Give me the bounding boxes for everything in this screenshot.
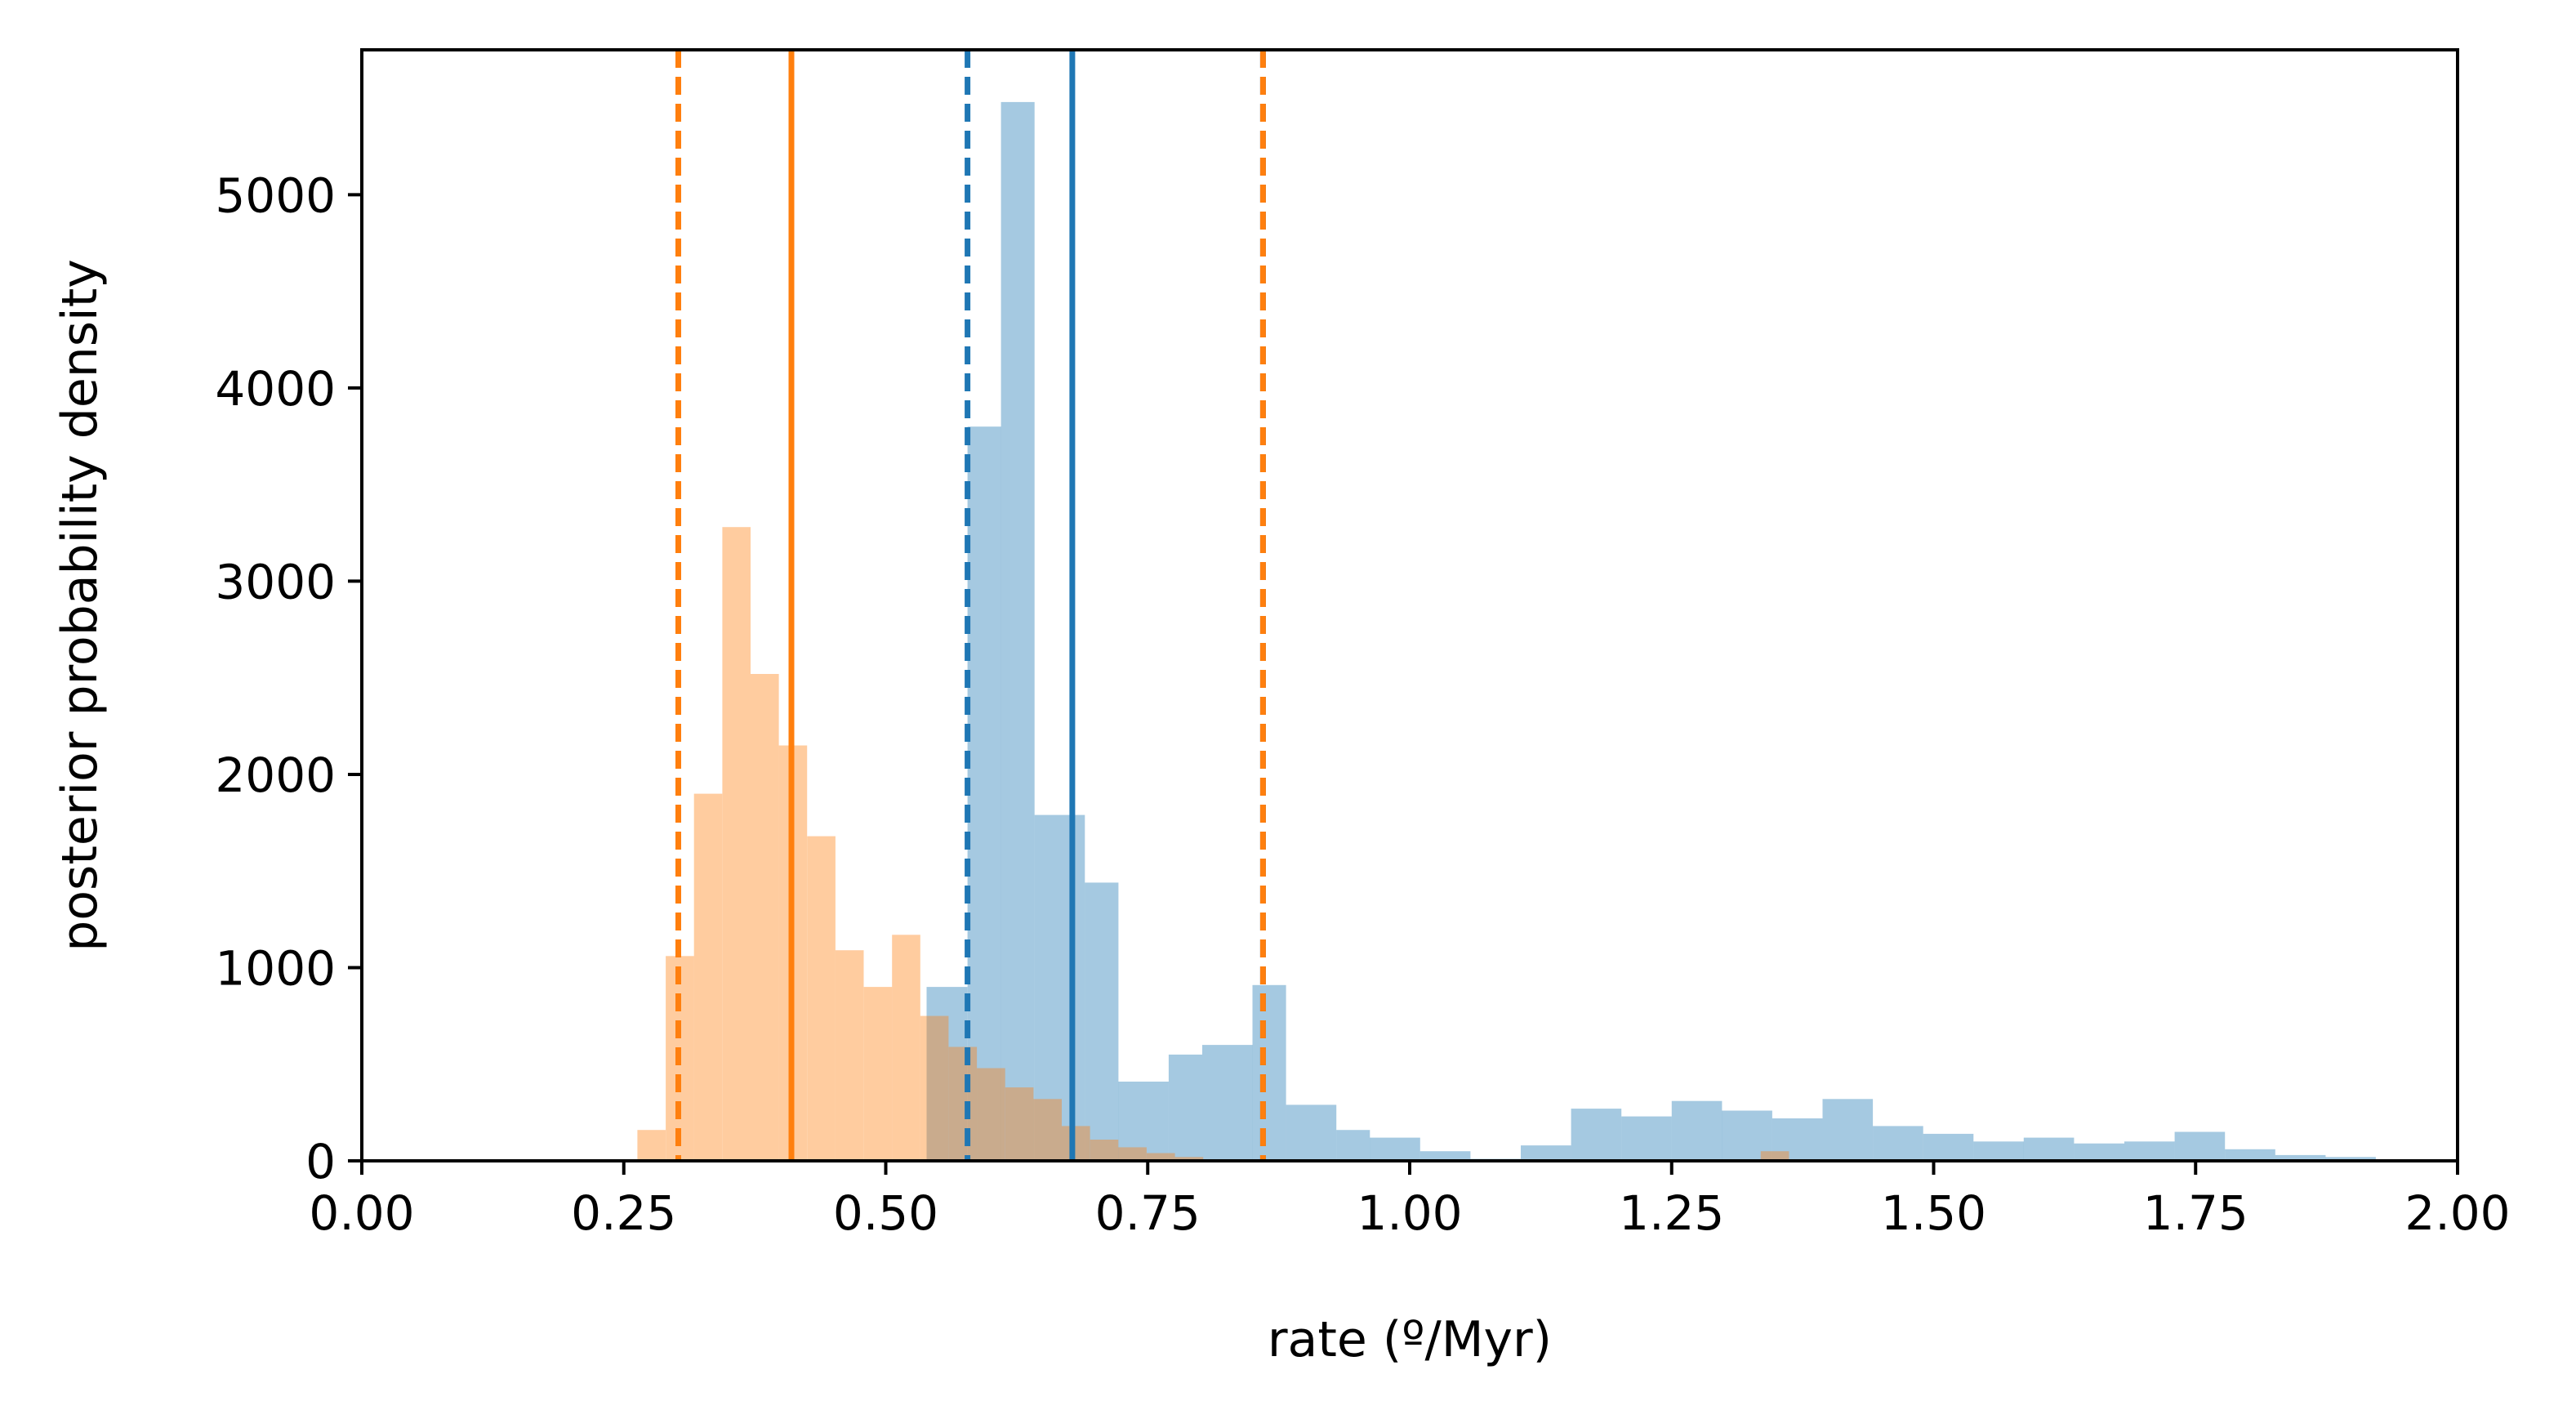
histogram-bar [920, 1015, 949, 1161]
histogram-bar [926, 987, 968, 1161]
y-tick-label: 5000 [215, 167, 336, 223]
histogram-bar [1370, 1137, 1420, 1161]
histogram-bar [1147, 1153, 1175, 1161]
x-tick-label: 0.75 [1095, 1185, 1201, 1241]
histogram-bar [1419, 1151, 1471, 1161]
histogram-bar [1062, 1126, 1090, 1161]
y-tick-label: 4000 [215, 361, 336, 417]
y-tick-label: 2000 [215, 747, 336, 803]
histogram-bar [948, 1046, 978, 1161]
histogram-bar [1005, 1087, 1034, 1161]
x-tick-label: 0.50 [833, 1185, 938, 1241]
histogram-bar [1174, 1157, 1204, 1161]
y-axis-label: posterior probability density [51, 259, 109, 951]
histogram-bar [1090, 1140, 1119, 1161]
x-tick-label: 1.00 [1357, 1185, 1462, 1241]
x-tick-label: 0.00 [309, 1185, 414, 1241]
x-tick-label: 1.25 [1619, 1185, 1724, 1241]
histogram-bar [637, 1130, 666, 1161]
histogram-bar [1671, 1100, 1723, 1161]
histogram-bar [1873, 1126, 1923, 1161]
y-tick-label: 3000 [215, 554, 336, 609]
x-tick-label: 2.00 [2404, 1185, 2510, 1241]
histogram-bar [1001, 101, 1035, 1161]
histogram-bar [1336, 1130, 1370, 1161]
histogram-bar [1822, 1099, 1874, 1161]
histogram-bar [1923, 1133, 1974, 1161]
histogram-bar [2074, 1143, 2124, 1161]
histogram-bar [751, 674, 779, 1161]
histogram-bar [835, 950, 864, 1161]
x-tick-label: 1.75 [2143, 1185, 2248, 1241]
x-tick-label: 1.50 [1881, 1185, 1986, 1241]
x-tick-label: 0.25 [571, 1185, 676, 1241]
histogram-bar [863, 987, 893, 1161]
histogram-bar [1118, 1147, 1147, 1161]
x-axis-label: rate (º/Myr) [1268, 1311, 1552, 1368]
histogram-bar [1034, 814, 1085, 1161]
histogram-bar [977, 1068, 1005, 1161]
y-tick-label: 0 [305, 1134, 336, 1189]
histogram-bar [1118, 1082, 1169, 1161]
histogram-bar [2174, 1131, 2226, 1161]
histogram-bar [1168, 1054, 1202, 1161]
histogram-bar [2124, 1141, 2175, 1161]
histogram-bar [2023, 1137, 2075, 1161]
histogram-bar [1085, 882, 1119, 1161]
histogram-bar [1621, 1116, 1672, 1161]
y-tick-label: 1000 [215, 940, 336, 996]
histogram-bar [1760, 1151, 1789, 1161]
histogram-bar [1252, 984, 1286, 1161]
histogram-bar [1571, 1109, 1622, 1161]
histogram-bar [1973, 1141, 2024, 1161]
histogram-bar [892, 935, 920, 1161]
histogram-bar [1033, 1099, 1062, 1161]
histogram-bar [2325, 1157, 2376, 1161]
histogram-bar [1521, 1145, 1571, 1161]
histogram-bar [2275, 1154, 2326, 1161]
histogram-bar [722, 527, 751, 1161]
histogram-bar [2225, 1149, 2275, 1161]
histogram-bar [967, 426, 1001, 1161]
histogram-bar [1202, 1045, 1253, 1161]
histogram-bar [1722, 1110, 1772, 1161]
histogram-bar [1772, 1118, 1823, 1161]
histogram-bar [693, 793, 723, 1161]
histogram-bar [807, 836, 836, 1161]
histogram-bar [1286, 1104, 1337, 1161]
